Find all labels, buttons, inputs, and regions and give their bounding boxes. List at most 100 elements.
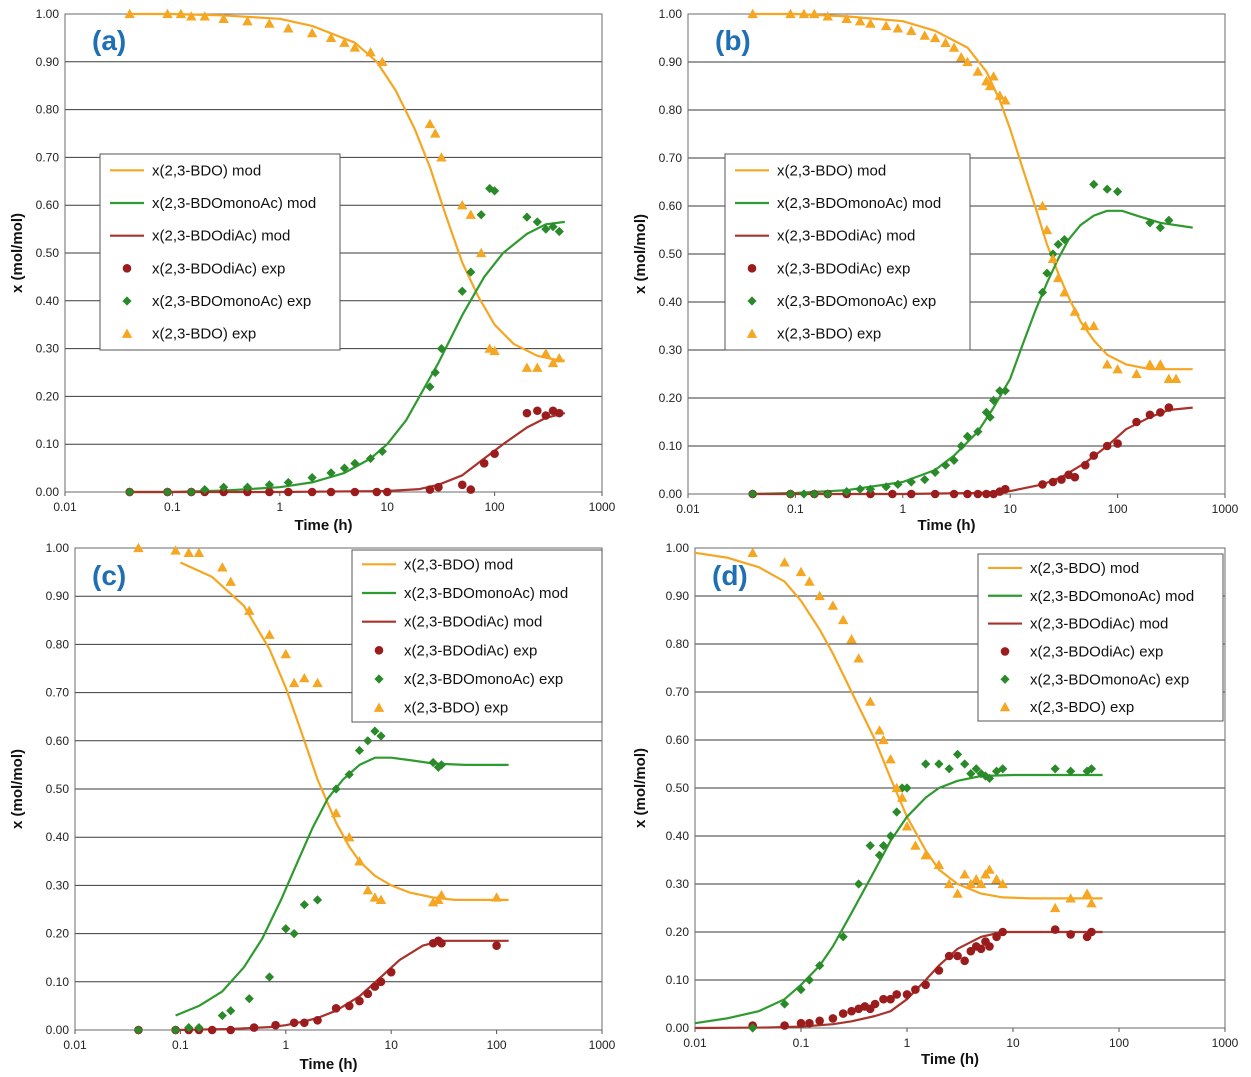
data-point xyxy=(1070,472,1080,482)
x-tick-label: 10 xyxy=(385,1038,399,1052)
data-point xyxy=(911,985,920,994)
legend-key-marker xyxy=(121,328,133,338)
data-point xyxy=(865,696,876,706)
y-tick-label: 0.60 xyxy=(36,198,60,212)
data-point xyxy=(312,895,323,905)
data-point xyxy=(283,23,294,33)
x-tick-label: 0.01 xyxy=(683,1036,707,1050)
data-point xyxy=(1069,306,1081,316)
legend-entry: x(2,3-BDOdiAc) mod xyxy=(777,228,915,245)
x-axis-title: Time (h) xyxy=(294,517,352,534)
data-point xyxy=(988,71,999,81)
data-point xyxy=(785,8,796,19)
data-point xyxy=(226,1025,235,1035)
data-point xyxy=(1038,480,1047,489)
data-point xyxy=(1131,368,1142,379)
data-point xyxy=(522,212,532,222)
data-point xyxy=(828,1014,838,1023)
data-point xyxy=(271,1020,280,1030)
chart-panel-b: 0.00 0.10 0.20 0.30 0.40 0.50 0.60 0.70 0.80 0.90… xyxy=(632,7,1239,534)
data-point xyxy=(354,745,365,756)
y-tick-label: 1.00 xyxy=(46,541,70,555)
data-point xyxy=(1000,386,1010,396)
data-point xyxy=(902,990,912,999)
data-point xyxy=(339,37,350,47)
legend-box xyxy=(977,553,1224,722)
data-point xyxy=(457,480,467,490)
data-point xyxy=(837,614,849,625)
y-tick-label: 0.20 xyxy=(659,391,683,405)
data-point xyxy=(548,222,558,232)
y-tick-label: 0.40 xyxy=(659,295,683,309)
y-tick-label: 0.00 xyxy=(36,485,60,499)
data-point xyxy=(489,345,500,356)
data-point xyxy=(243,487,252,497)
series-points-x-2-3-bdomonoac-exp xyxy=(748,749,1097,1033)
data-point xyxy=(748,489,758,499)
data-point xyxy=(370,726,380,736)
legend-key-marker xyxy=(999,701,1011,712)
data-point xyxy=(375,894,387,905)
data-point xyxy=(865,484,876,494)
y-tick-label: 0.50 xyxy=(659,247,683,261)
data-point xyxy=(184,1022,194,1033)
y-tick-label: 0.10 xyxy=(46,975,70,989)
data-point xyxy=(963,489,972,499)
data-point xyxy=(838,932,848,942)
chart-panel-a: 0.00 0.10 0.20 0.30 0.40 0.50 0.60 0.70 0.80 0.90… xyxy=(9,7,616,534)
data-point xyxy=(170,1025,181,1035)
x-tick-label: 1000 xyxy=(1212,502,1239,516)
data-point xyxy=(457,200,468,210)
data-point xyxy=(1170,373,1182,383)
data-point xyxy=(959,869,970,879)
series-points-x-2-3-bdomonoac-exp xyxy=(125,183,564,497)
data-point xyxy=(350,487,360,497)
data-point xyxy=(891,782,902,793)
data-point xyxy=(554,352,565,363)
data-point xyxy=(475,247,487,258)
data-point xyxy=(540,348,552,358)
data-point xyxy=(920,475,930,485)
data-point xyxy=(985,412,995,422)
data-point xyxy=(988,395,999,405)
y-tick-label: 0.80 xyxy=(46,637,70,651)
legend-entry: x(2,3-BDO) exp xyxy=(777,326,881,343)
data-point xyxy=(466,267,476,277)
data-point xyxy=(1102,184,1112,194)
data-point xyxy=(299,672,310,683)
data-point xyxy=(804,576,815,586)
data-point xyxy=(354,856,365,866)
data-point xyxy=(1037,200,1048,211)
data-point xyxy=(492,941,501,950)
data-point xyxy=(1156,408,1165,417)
data-point xyxy=(217,562,228,572)
data-point xyxy=(997,878,1008,889)
data-point xyxy=(991,766,1002,776)
data-point xyxy=(219,487,228,497)
data-point xyxy=(892,807,902,817)
data-point xyxy=(491,892,502,902)
data-point xyxy=(841,13,852,23)
data-point xyxy=(434,482,443,492)
x-tick-label: 1 xyxy=(904,1036,911,1050)
data-point xyxy=(976,769,986,779)
data-point xyxy=(966,769,976,779)
legend-box xyxy=(351,549,603,723)
data-point xyxy=(372,487,382,497)
data-point xyxy=(906,25,917,35)
data-point xyxy=(878,734,889,745)
data-point xyxy=(780,1021,789,1030)
data-point xyxy=(747,547,758,557)
legend-key-marker xyxy=(122,296,132,306)
y-tick-label: 0.90 xyxy=(36,55,60,69)
data-point xyxy=(906,477,916,487)
y-tick-label: 0.50 xyxy=(46,782,70,796)
data-point xyxy=(1041,224,1053,235)
data-point xyxy=(919,30,930,40)
data-point xyxy=(865,18,876,28)
x-tick-label: 1 xyxy=(276,500,283,514)
legend-entry: x(2,3-BDOdiAc) exp xyxy=(1030,643,1163,660)
legend-key-marker xyxy=(374,674,384,684)
data-point xyxy=(956,52,967,62)
panel-label: (b) xyxy=(715,25,751,56)
